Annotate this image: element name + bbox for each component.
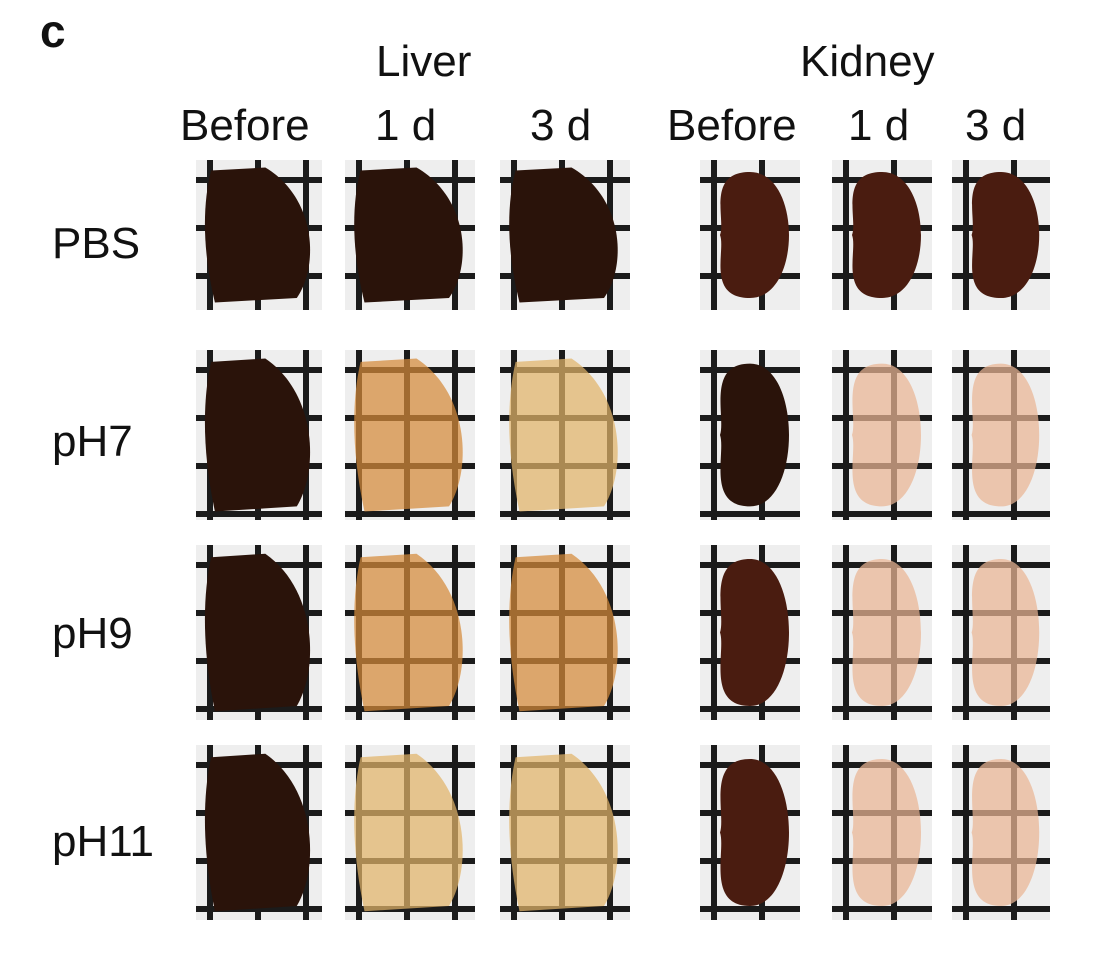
tissue-photo-pbs-liver-3d [500, 160, 630, 310]
column-label-kidney-before: Before [667, 101, 797, 150]
tissue-photo-ph11-kidney-1d [832, 745, 932, 920]
tissue-photo-ph7-kidney-1d [832, 350, 932, 520]
column-label-kidney-1d: 1 d [848, 101, 910, 150]
row-label-ph11: pH11 [52, 817, 154, 866]
tissue-photo-ph7-liver-3d [500, 350, 630, 520]
tissue-photo-ph7-kidney-before [700, 350, 800, 520]
tissue-photo-ph7-kidney-3d [952, 350, 1050, 520]
row-label-ph7: pH7 [52, 417, 133, 466]
column-label-liver-3d: 3 d [530, 101, 592, 150]
tissue-photo-ph11-liver-before [196, 745, 322, 920]
row-label-ph9: pH9 [52, 609, 133, 658]
tissue-photo-ph9-liver-before [196, 545, 322, 720]
tissue-photo-ph7-liver-1d [345, 350, 475, 520]
tissue-photo-ph11-liver-1d [345, 745, 475, 920]
tissue-photo-ph9-kidney-before [700, 545, 800, 720]
tissue-photo-pbs-kidney-1d [832, 160, 932, 310]
tissue-photo-ph9-liver-3d [500, 545, 630, 720]
panel-label: c [40, 5, 66, 57]
tissue-photo-pbs-liver-before [196, 160, 322, 310]
tissue-photo-ph11-liver-3d [500, 745, 630, 920]
tissue-photo-ph9-liver-1d [345, 545, 475, 720]
column-label-liver-before: Before [180, 101, 310, 150]
row-label-pbs: PBS [52, 219, 141, 268]
group-label-liver: Liver [376, 37, 472, 86]
tissue-photo-ph7-liver-before [196, 350, 322, 520]
tissue-photo-pbs-kidney-before [700, 160, 800, 310]
tissue-photo-ph9-kidney-3d [952, 545, 1050, 720]
tissue-photo-pbs-kidney-3d [952, 160, 1050, 310]
tissue-photo-ph11-kidney-before [700, 745, 800, 920]
tissue-photo-pbs-liver-1d [345, 160, 475, 310]
column-label-kidney-3d: 3 d [965, 101, 1027, 150]
tissue-photo-ph11-kidney-3d [952, 745, 1050, 920]
group-label-kidney: Kidney [800, 37, 935, 86]
tissue-photo-ph9-kidney-1d [832, 545, 932, 720]
column-label-liver-1d: 1 d [375, 101, 437, 150]
